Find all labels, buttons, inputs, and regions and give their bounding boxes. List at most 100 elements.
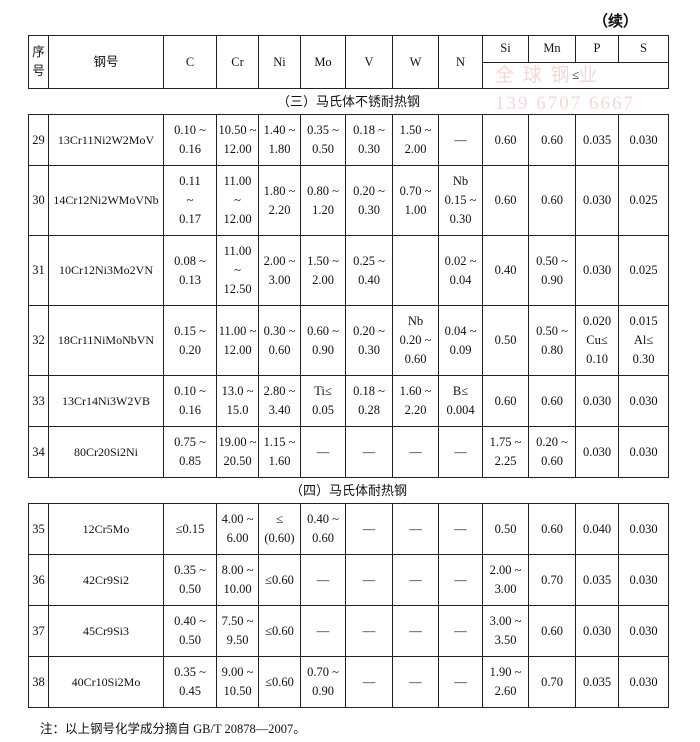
data-row: 33 13Cr14Ni3W2VB 0.10 ~ 0.16 13.0 ~ 15.0 2.8… (28, 375, 669, 427)
steel-grade: 10Cr12Ni3Mo2VN (48, 235, 164, 306)
data-row: 29 13Cr11Ni2W2MoV 0.10 ~ 0.16 10.50 ~ 12.00… (28, 114, 669, 166)
composition-cell: 0.50 ~ 0.90 (528, 235, 576, 306)
composition-cell: — (438, 426, 483, 478)
header-cell: N (438, 35, 483, 89)
composition-cell: — (438, 503, 483, 555)
composition-cell: Ti≤ 0.05 (300, 375, 346, 427)
composition-cell: — (392, 554, 439, 606)
composition-cell: 0.18 ~ 0.28 (345, 375, 393, 427)
composition-cell: 0.030 (575, 426, 619, 478)
composition-cell: ≤0.60 (258, 554, 301, 606)
composition-cell: 0.60 ~ 0.90 (300, 305, 346, 376)
row-number: 30 (28, 165, 49, 236)
composition-cell: 0.15 ~ 0.20 (163, 305, 217, 376)
composition-cell: 0.030 (575, 605, 619, 657)
row-number: 29 (28, 114, 49, 166)
composition-cell: 0.60 (528, 605, 576, 657)
composition-cell: 0.70 (528, 656, 576, 708)
composition-cell: 11.00 ~ 12.50 (216, 235, 259, 306)
steel-grade: 42Cr9Si2 (48, 554, 164, 606)
composition-cell: — (392, 605, 439, 657)
composition-cell: 2.80 ~ 3.40 (258, 375, 301, 427)
composition-cell: 1.40 ~ 1.80 (258, 114, 301, 166)
composition-cell: 11.00 ~ 12.00 (216, 165, 259, 236)
composition-cell: 1.60 ~ 2.20 (392, 375, 439, 427)
composition-cell: ≤0.60 (258, 656, 301, 708)
composition-cell: 0.015 Al≤ 0.30 (618, 305, 669, 376)
composition-cell: 0.60 (482, 165, 529, 236)
composition-cell: — (345, 605, 393, 657)
composition-cell: 2.00 ~ 3.00 (482, 554, 529, 606)
composition-cell: 0.02 ~ 0.04 (438, 235, 483, 306)
composition-cell: 1.50 ~ 2.00 (300, 235, 346, 306)
composition-cell: 0.035 (575, 114, 619, 166)
composition-cell: 0.60 (528, 375, 576, 427)
composition-cell: 0.70 ~ 0.90 (300, 656, 346, 708)
data-row: 35 12Cr5Mo ≤0.15 4.00 ~ 6.00 ≤ (0.60) 0.40 ~ … (28, 503, 669, 555)
continued-label: （续） (592, 14, 638, 30)
composition-cell: 0.50 (482, 503, 529, 555)
composition-cell: 0.035 (575, 554, 619, 606)
composition-cell: 0.025 (618, 235, 669, 306)
composition-cell: — (438, 656, 483, 708)
section-row: （四）马氏体耐热钢 (28, 477, 669, 504)
composition-cell: 0.35 ~ 0.50 (300, 114, 346, 166)
composition-cell: 0.20 ~ 0.60 (528, 426, 576, 478)
data-row: 38 40Cr10Si2Mo 0.35 ~ 0.45 9.00 ~ 10.50 ≤0.6… (28, 656, 669, 708)
composition-cell: 0.08 ~ 0.13 (163, 235, 217, 306)
data-row: 32 18Cr11NiMoNbVN 0.15 ~ 0.20 11.00 ~ 12.00… (28, 305, 669, 376)
composition-cell: 3.00 ~ 3.50 (482, 605, 529, 657)
composition-cell: 0.50 ~ 0.80 (528, 305, 576, 376)
header-cell: Cr (216, 35, 259, 89)
composition-cell: 0.60 (528, 165, 576, 236)
composition-cell: — (300, 554, 346, 606)
steel-grade: 14Cr12Ni2WMoVNb (48, 165, 164, 236)
composition-cell: 0.030 (618, 426, 669, 478)
composition-cell: 13.0 ~ 15.0 (216, 375, 259, 427)
composition-cell: 0.60 (528, 503, 576, 555)
composition-cell: — (345, 426, 393, 478)
composition-cell: 0.30 ~ 0.60 (258, 305, 301, 376)
header-cell: S (618, 35, 669, 63)
header-cell: Ni (258, 35, 301, 89)
composition-cell: 0.030 (618, 114, 669, 166)
steel-grade: 13Cr11Ni2W2MoV (48, 114, 164, 166)
data-row: 37 45Cr9Si3 0.40 ~ 0.50 7.50 ~ 9.50 ≤0.60— — —… (28, 605, 669, 657)
composition-cell: 0.04 ~ 0.09 (438, 305, 483, 376)
composition-cell: — (345, 656, 393, 708)
composition-cell: 0.25 ~ 0.40 (345, 235, 393, 306)
header-cell: V (345, 35, 393, 89)
section-title: （三）马氏体不锈耐热钢 (28, 88, 669, 115)
composition-cell: 4.00 ~ 6.00 (216, 503, 259, 555)
composition-cell: ≤0.60 (258, 605, 301, 657)
composition-cell: 0.40 ~ 0.50 (163, 605, 217, 657)
composition-cell: 0.20 ~ 0.30 (345, 305, 393, 376)
composition-cell: 0.80 ~ 1.20 (300, 165, 346, 236)
composition-cell: 0.025 (618, 165, 669, 236)
data-row: 30 14Cr12Ni2WMoVNb 0.11 ~ 0.17 11.00 ~ 12.0… (28, 165, 669, 236)
composition-cell: 0.40 ~ 0.60 (300, 503, 346, 555)
footnote: 注：以上钢号化学成分摘自 GB/T 20878—2007。 (40, 722, 306, 736)
composition-cell: ≤ (0.60) (258, 503, 301, 555)
steel-grade: 45Cr9Si3 (48, 605, 164, 657)
composition-cell: 0.030 (618, 375, 669, 427)
row-number: 35 (28, 503, 49, 555)
composition-cell: 9.00 ~ 10.50 (216, 656, 259, 708)
composition-cell: 1.15 ~ 1.60 (258, 426, 301, 478)
header-row: 序 号钢号 C Cr Ni Mo V W N Si Mn P S (28, 35, 669, 89)
composition-cell: 11.00 ~ 12.00 (216, 305, 259, 376)
composition-cell: ≤0.15 (163, 503, 217, 555)
steel-grade: 40Cr10Si2Mo (48, 656, 164, 708)
composition-cell: 0.70 (528, 554, 576, 606)
section-title: （四）马氏体耐热钢 (28, 477, 669, 504)
composition-cell: Nb 0.20 ~ 0.60 (392, 305, 439, 376)
composition-cell: — (438, 605, 483, 657)
composition-cell: — (345, 554, 393, 606)
composition-cell: 0.030 (618, 554, 669, 606)
composition-cell: 0.11 ~ 0.17 (163, 165, 217, 236)
composition-cell: 10.50 ~ 12.00 (216, 114, 259, 166)
header-cell: Mn (528, 35, 576, 63)
composition-cell: 1.90 ~ 2.60 (482, 656, 529, 708)
composition-cell: 0.60 (528, 114, 576, 166)
composition-cell: — (345, 503, 393, 555)
